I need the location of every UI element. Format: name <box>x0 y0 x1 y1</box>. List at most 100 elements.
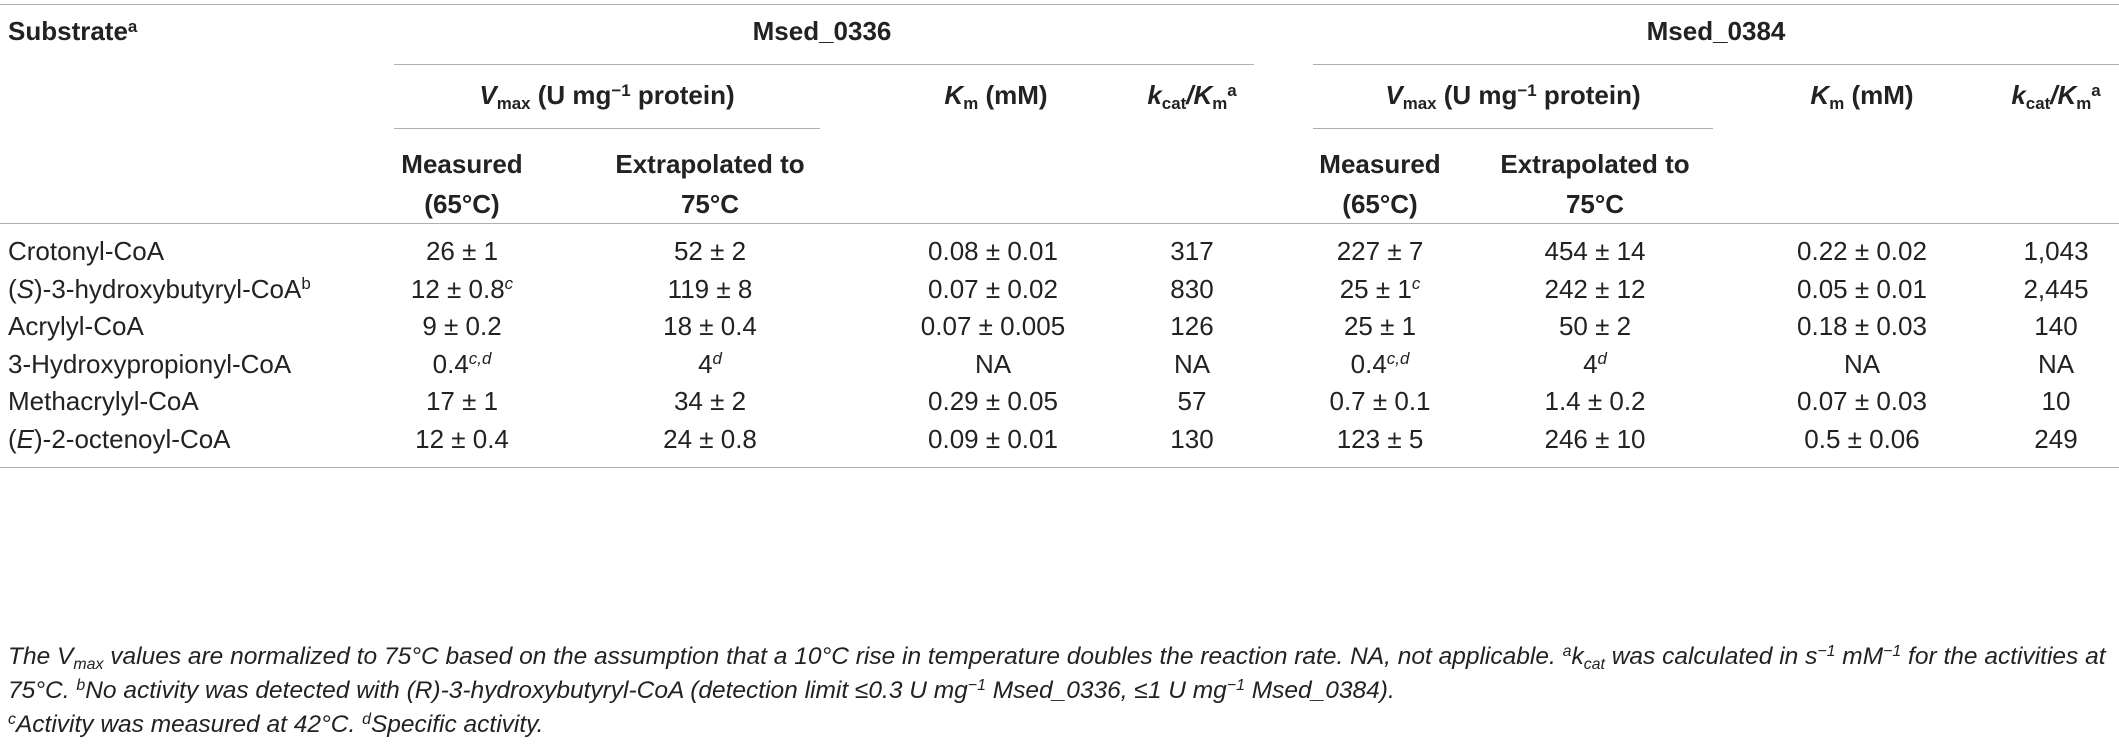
substrate-label: Crotonyl-CoA <box>8 236 165 266</box>
cell-value: 50 ± 2 <box>1558 311 1632 341</box>
cell-value: 130 <box>1170 423 1214 454</box>
table-cell-c8: 10 <box>2042 386 2071 417</box>
cell-value: 0.05 ± 0.01 <box>1797 273 1927 304</box>
table-cell-c7: 0.18 ± 0.03 <box>1797 311 1927 342</box>
cell-value: 126 <box>1170 311 1214 341</box>
table-cell-c1: 9 ± 0.2 <box>422 311 501 342</box>
table-cell-c8: 2,445 <box>2023 274 2088 305</box>
kcat-km-header-2: kcat/Kma <box>2011 80 2101 114</box>
vmax-header-2: Vmax (U mg−1 protein) <box>1385 80 1641 114</box>
cell-value: 0.08 ± 0.01 <box>928 236 1058 266</box>
substrate-name: Acrylyl-CoA <box>8 311 144 342</box>
cell-footnote-mark: c,d <box>468 349 492 369</box>
table-cell-c2: 52 ± 2 <box>674 236 746 267</box>
table-cell-c7: 0.22 ± 0.02 <box>1797 236 1927 267</box>
cell-value: 25 ± 1 <box>1343 311 1417 341</box>
enzyme1-rule <box>394 64 1254 65</box>
table-cell-c5: 227 ± 7 <box>1337 236 1424 267</box>
table-cell-c8: 140 <box>2034 311 2077 342</box>
cell-value: 123 ± 5 <box>1336 423 1424 454</box>
substrate-prefix: ( <box>8 273 17 304</box>
table-cell-c1: 12 ± 0.4 <box>415 424 509 455</box>
vmax-header-1: Vmax (U mg−1 protein) <box>479 80 735 114</box>
enzyme2-header: Msed_0384 <box>1646 16 1786 46</box>
table-cell-c7: 0.05 ± 0.01 <box>1797 274 1927 305</box>
table-cell-c4: 317 <box>1170 236 1213 267</box>
cell-value: 12 ± 0.8 <box>410 273 505 304</box>
table-cell-c4: 830 <box>1170 274 1213 305</box>
cell-value: 0.09 ± 0.01 <box>928 423 1058 454</box>
substrate-label: 3-Hydroxypropionyl-CoA <box>8 348 292 379</box>
table-cell-c3: 0.07 ± 0.005 <box>921 311 1065 342</box>
table-cell-c6: 246 ± 10 <box>1544 424 1645 455</box>
cell-value: 0.4 <box>1350 348 1387 379</box>
table-cell-c5: 123 ± 5 <box>1337 424 1424 455</box>
substrate-name: 3-Hydroxypropionyl-CoA <box>8 349 291 380</box>
substrate-name: Crotonyl-CoA <box>8 236 164 267</box>
measured-header-2: Measured (65°C) <box>1319 149 1441 219</box>
cell-value: 0.07 ± 0.005 <box>920 311 1066 341</box>
table-cell-c4: NA <box>1174 349 1210 380</box>
cell-value: NA <box>1173 348 1211 379</box>
table-cell-c7: 0.5 ± 0.06 <box>1804 424 1919 455</box>
enzyme1-header: Msed_0336 <box>752 16 892 46</box>
substrate-name: (S)-3-hydroxybutyryl-CoAb <box>8 274 311 305</box>
cell-value: 57 <box>1177 386 1207 416</box>
cell-value: 4 <box>1583 348 1598 379</box>
cell-value: 317 <box>1170 236 1214 266</box>
table-cell-c3: 0.09 ± 0.01 <box>928 424 1058 455</box>
table-cell-c3: 0.07 ± 0.02 <box>928 274 1058 305</box>
table-cell-c5: 0.4c,d <box>1351 349 1410 380</box>
kcat-km-header-1: kcat/Kma <box>1147 80 1237 114</box>
cell-value: 52 ± 2 <box>673 236 747 266</box>
table-cell-c3: 0.29 ± 0.05 <box>928 386 1058 417</box>
enzyme2-rule <box>1313 64 2119 65</box>
table-cell-c2: 24 ± 0.8 <box>663 424 757 455</box>
cell-value: 25 ± 1 <box>1339 273 1412 304</box>
measured-header-1: Measured (65°C) <box>401 149 523 219</box>
table-cell-c7: NA <box>1844 349 1880 380</box>
table-cell-c8: 249 <box>2034 424 2077 455</box>
km-header-2: Km (mM) <box>1810 80 1914 114</box>
substrate-label: Acrylyl-CoA <box>8 311 144 341</box>
cell-value: 246 ± 10 <box>1544 423 1646 454</box>
table-cell-c2: 34 ± 2 <box>674 386 746 417</box>
table-cell-c1: 12 ± 0.8c <box>411 274 513 305</box>
substrate-name: (E)-2-octenoyl-CoA <box>8 424 231 455</box>
cell-value: 119 ± 8 <box>667 273 753 304</box>
cell-footnote-mark: c,d <box>1386 349 1410 369</box>
cell-value: NA <box>974 348 1012 379</box>
cell-value: 0.22 ± 0.02 <box>1797 236 1927 266</box>
cell-value: 2,445 <box>2023 273 2089 304</box>
extrapolated-header-1: Extrapolated to 75°C <box>615 149 805 219</box>
cell-value: 17 ± 1 <box>425 386 499 416</box>
header-bottom-rule <box>0 223 2119 224</box>
table-cell-c2: 4d <box>698 349 722 380</box>
cell-value: NA <box>1843 348 1881 379</box>
cell-value: 0.29 ± 0.05 <box>928 386 1058 416</box>
body-bottom-rule <box>0 467 2119 468</box>
table-cell-c4: 126 <box>1170 311 1213 342</box>
cell-value: 140 <box>2034 311 2078 341</box>
cell-footnote-mark: d <box>712 349 722 369</box>
top-rule <box>0 4 2119 5</box>
substrate-stereo: S <box>16 273 35 304</box>
vmax2-rule <box>1313 128 1713 129</box>
table-cell-c3: NA <box>975 349 1011 380</box>
substrate-footnote-mark: b <box>301 274 311 294</box>
substrate-label: Methacrylyl-CoA <box>8 386 199 416</box>
table-cell-c1: 17 ± 1 <box>426 386 498 417</box>
cell-footnote-mark: c <box>504 274 514 294</box>
table-cell-c2: 119 ± 8 <box>668 274 753 305</box>
table-footnote: The Vmax values are normalized to 75°C b… <box>8 643 2106 738</box>
table-cell-c3: 0.08 ± 0.01 <box>928 236 1058 267</box>
substrate-header: Substratea <box>8 16 138 46</box>
cell-value: 0.4 <box>432 348 469 379</box>
substrate-label: )-3-hydroxybutyryl-CoA <box>34 273 302 304</box>
table-cell-c4: 130 <box>1170 424 1213 455</box>
cell-value: 10 <box>2041 386 2071 416</box>
cell-value: 1,043 <box>2023 236 2089 266</box>
cell-footnote-mark: d <box>1597 349 1607 369</box>
cell-value: NA <box>2037 348 2075 379</box>
table-cell-c6: 454 ± 14 <box>1544 236 1645 267</box>
